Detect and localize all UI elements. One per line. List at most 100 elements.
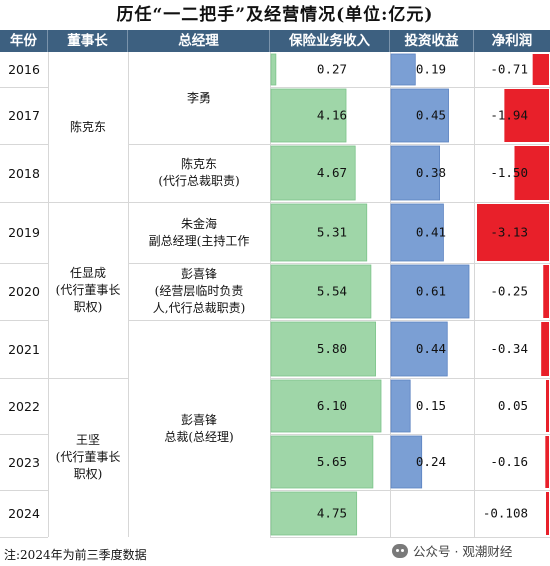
premium-value-label: 0.27	[317, 62, 347, 77]
investment-bar	[390, 145, 440, 201]
column-divider	[128, 52, 129, 537]
investment-value-label: 0.41	[416, 225, 446, 240]
premium-bar	[270, 264, 372, 319]
manager-cell: 李勇	[186, 90, 211, 105]
net-profit-bar	[546, 380, 549, 432]
net-profit-value-label: -0.25	[490, 284, 528, 299]
year-cell: 2024	[8, 506, 40, 521]
net-profit-value-label: 0.05	[498, 398, 528, 413]
row-divider	[270, 202, 550, 203]
premium-bar	[270, 379, 382, 433]
row-divider	[0, 537, 48, 538]
row-divider	[270, 320, 550, 321]
row-divider	[270, 378, 550, 379]
premium-bar	[270, 321, 376, 377]
row-divider	[128, 263, 270, 264]
header-profit: 净利润	[474, 30, 550, 52]
investment-bar	[390, 321, 448, 377]
investment-bar	[390, 435, 423, 489]
premium-value-label: 6.10	[317, 398, 347, 413]
column-divider	[270, 52, 271, 537]
premium-value-label: 4.16	[317, 108, 347, 123]
row-divider	[270, 263, 550, 264]
row-divider	[48, 378, 128, 379]
investment-value-label: 0.61	[416, 284, 446, 299]
header-premium: 保险业务收入	[270, 30, 390, 52]
row-divider	[270, 434, 550, 435]
year-cell: 2020	[8, 284, 40, 299]
year-cell: 2018	[8, 165, 40, 181]
row-divider	[270, 490, 550, 491]
year-cell: 2017	[8, 108, 40, 123]
row-divider	[128, 320, 270, 321]
net-profit-bar	[541, 322, 549, 376]
brand-label: 公众号 · 观潮财经	[413, 544, 513, 559]
chart-title: 历任“一二把手”及经营情况(单位:亿元)	[116, 5, 434, 25]
net-profit-bar	[543, 265, 549, 318]
header-manager: 总经理	[128, 30, 270, 52]
column-divider	[390, 52, 391, 537]
net-profit-bar	[504, 89, 549, 142]
row-divider	[0, 434, 48, 435]
year-cell: 2022	[8, 398, 40, 414]
investment-bar	[390, 379, 411, 433]
net-profit-value-label: -0.16	[490, 454, 528, 469]
manager-cell: 彭喜锋 总裁(总经理)	[164, 412, 234, 444]
row-divider	[128, 202, 270, 203]
investment-value-label: 0.38	[416, 165, 446, 180]
brand-watermark: 公众号 · 观潮财经	[392, 541, 512, 560]
premium-value-label: 5.54	[317, 284, 347, 299]
net-profit-value-label: -0.34	[490, 341, 528, 356]
investment-value-label: 0.24	[416, 454, 446, 469]
row-divider	[270, 144, 550, 145]
investment-bar	[390, 203, 444, 262]
premium-value-label: 5.65	[317, 454, 347, 469]
chairman-cell: 任显成 (代行董事长 职权)	[55, 265, 121, 314]
year-cell: 2021	[8, 341, 40, 357]
investment-bar	[390, 264, 470, 319]
chairman-cell: 王坚 (代行董事长 职权)	[55, 433, 121, 481]
year-cell: 2019	[8, 225, 40, 240]
premium-bar	[270, 53, 277, 86]
footnote: 注:2024年为前三季度数据	[4, 548, 147, 562]
premium-value-label: 5.31	[317, 225, 347, 240]
row-divider	[270, 87, 550, 88]
premium-value-label: 5.80	[317, 341, 347, 356]
column-divider	[48, 52, 49, 537]
net-profit-value-label: -0.108	[483, 506, 528, 521]
row-divider	[270, 537, 550, 538]
net-profit-bar	[477, 204, 549, 261]
investment-bar	[390, 53, 416, 86]
header-investment: 投资收益	[390, 30, 474, 52]
premium-value-label: 4.67	[317, 165, 347, 180]
premium-bar	[270, 435, 374, 489]
header-chairman: 董事长	[48, 30, 128, 52]
premium-bar	[270, 88, 347, 143]
net-profit-bar	[532, 54, 549, 85]
row-divider	[0, 144, 48, 145]
premium-bar	[270, 203, 368, 262]
net-profit-bar	[545, 436, 549, 488]
manager-cell: 朱金海 副总经理(主持工作	[148, 216, 250, 248]
net-profit-value-label: -0.71	[490, 62, 528, 77]
premium-value-label: 4.75	[317, 506, 347, 521]
manager-cell: 陈克东 (代行总裁职责)	[158, 157, 240, 188]
column-divider	[474, 52, 475, 537]
row-divider	[0, 87, 48, 88]
net-profit-value-label: -3.13	[490, 225, 528, 240]
premium-bar	[270, 491, 358, 536]
row-divider	[48, 202, 128, 203]
investment-value-label: 0.45	[416, 108, 446, 123]
investment-value-label: 0.19	[416, 62, 446, 77]
net-profit-value-label: -1.94	[490, 108, 528, 123]
net-profit-bar	[514, 146, 549, 200]
manager-cell: 彭喜锋 (经营层临时负责 人,代行总裁职责)	[152, 267, 246, 315]
year-cell: 2016	[8, 62, 40, 77]
row-divider	[0, 263, 48, 264]
investment-value-label: 0.44	[416, 341, 446, 356]
row-divider	[0, 490, 48, 491]
header-year: 年份	[0, 30, 48, 52]
row-divider	[0, 320, 48, 321]
net-profit-value-label: -1.50	[490, 165, 528, 180]
